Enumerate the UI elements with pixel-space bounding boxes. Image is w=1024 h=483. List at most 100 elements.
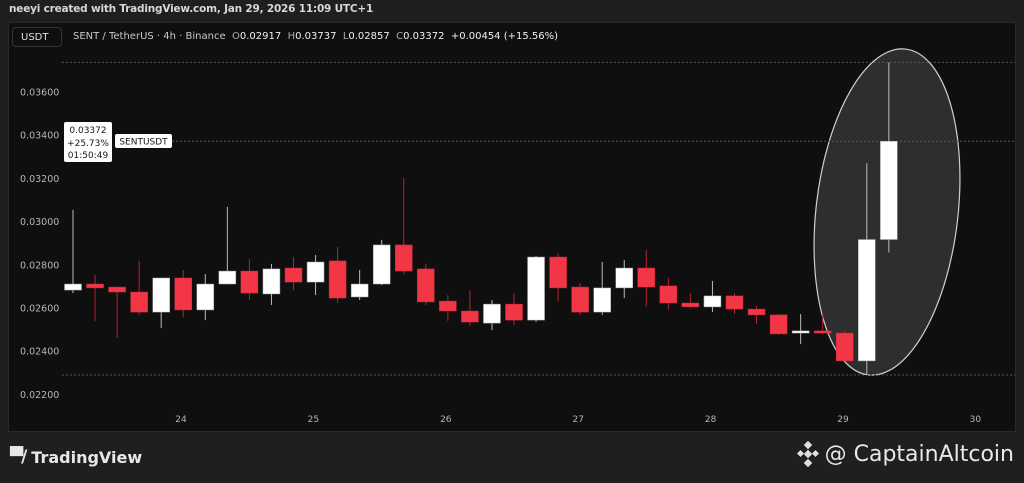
tradingview-logo[interactable]: ▀/ TradingView (10, 447, 142, 467)
symbol-legend: SENT / TetherUS · 4h · Binance O0.02917 … (73, 31, 558, 42)
tradingview-icon: ▀/ (10, 447, 27, 467)
y-tick-label: 0.03400 (20, 131, 59, 142)
candle-body (350, 283, 369, 298)
candle (174, 269, 192, 318)
candle (218, 206, 237, 285)
candle-body (284, 267, 303, 283)
candle (372, 239, 391, 286)
candle-body (108, 286, 126, 293)
candle-body (637, 267, 656, 288)
candle (593, 261, 611, 315)
x-tick-label: 26 (440, 415, 452, 425)
candle (395, 177, 413, 275)
candle (108, 286, 126, 339)
candle-body (218, 270, 237, 285)
candle-body (152, 277, 170, 313)
price-tag-box (64, 122, 112, 162)
y-tick-label: 0.02600 (20, 304, 59, 315)
low-label: L (342, 31, 349, 42)
candle-body (836, 332, 854, 362)
binance-diamond-icon (796, 441, 819, 467)
candle-body (262, 268, 281, 295)
candle (262, 263, 281, 305)
candle-body (659, 285, 678, 304)
candle (858, 163, 876, 375)
candle-body (174, 277, 192, 311)
tradingview-brand: TradingView (31, 447, 143, 467)
candle (681, 293, 700, 308)
candle-body (813, 330, 832, 334)
high-value: 0.03737 (295, 31, 337, 42)
currency-button[interactable]: USDT (12, 27, 62, 47)
candle (284, 257, 303, 291)
x-tick-label: 29 (837, 415, 849, 425)
candle (527, 255, 545, 323)
candle (747, 306, 766, 324)
x-tick-label: 28 (705, 415, 717, 425)
candle-body (703, 295, 722, 308)
candle (306, 255, 325, 296)
candle (615, 260, 633, 299)
candle (86, 274, 104, 321)
candle-body (769, 314, 788, 335)
candle-body (571, 286, 589, 313)
candle (571, 282, 589, 315)
candle-body (328, 260, 347, 299)
candle (725, 293, 744, 315)
candle (152, 277, 170, 329)
x-tick-label: 25 (308, 415, 319, 425)
candle-body (549, 256, 567, 289)
candle-body (86, 283, 104, 289)
candle (813, 312, 832, 334)
candle-body (747, 308, 766, 316)
close-value: 0.03372 (403, 31, 445, 42)
candle-body (372, 244, 391, 285)
candle-body (240, 270, 259, 294)
candle-body (593, 287, 611, 313)
captainaltcoin-watermark: @ CaptainAltcoin (796, 441, 1014, 467)
candle (880, 62, 898, 253)
candle-body (527, 256, 545, 321)
y-tick-label: 0.03200 (20, 174, 59, 185)
chart-panel[interactable] (8, 22, 1016, 432)
candle (637, 249, 656, 307)
candle (549, 252, 567, 302)
bar-countdown-label: 01:50:49 (68, 151, 109, 161)
candle-body (461, 310, 479, 323)
y-tick-label: 0.02800 (20, 260, 59, 271)
candle (836, 330, 854, 362)
candle-body (858, 239, 876, 362)
candle-body (791, 330, 810, 334)
candle (703, 281, 722, 313)
candle (505, 293, 523, 326)
high-label: H (287, 31, 296, 42)
candle (240, 258, 259, 301)
candle (130, 260, 148, 315)
candle (328, 247, 347, 304)
x-tick-label: 27 (572, 415, 583, 425)
candle (196, 274, 215, 321)
x-tick-label: 30 (970, 415, 982, 425)
candle (417, 263, 435, 305)
candle-body (439, 300, 457, 312)
current-price-label: 0.03372 (69, 126, 106, 136)
candle (350, 269, 369, 301)
symbol-info: SENT / TetherUS · 4h · Binance (73, 31, 226, 42)
candle-body (681, 302, 700, 308)
watermark-text: @ CaptainAltcoin (824, 441, 1014, 467)
y-tick-label: 0.02200 (20, 390, 59, 401)
low-value: 0.02857 (348, 31, 390, 42)
candle (769, 314, 788, 335)
candle (439, 295, 457, 321)
candle-body (417, 268, 435, 303)
y-tick-label: 0.03600 (20, 88, 59, 99)
open-value: 0.02917 (239, 31, 282, 42)
percent-change-label: +25.73% (67, 139, 109, 149)
candle (483, 300, 501, 331)
candle-body (880, 140, 898, 240)
candle-body (395, 244, 413, 272)
symbol-tag-box (115, 134, 172, 148)
symbol-tag-label: SENTUSDT (119, 138, 168, 148)
candle (791, 314, 810, 345)
